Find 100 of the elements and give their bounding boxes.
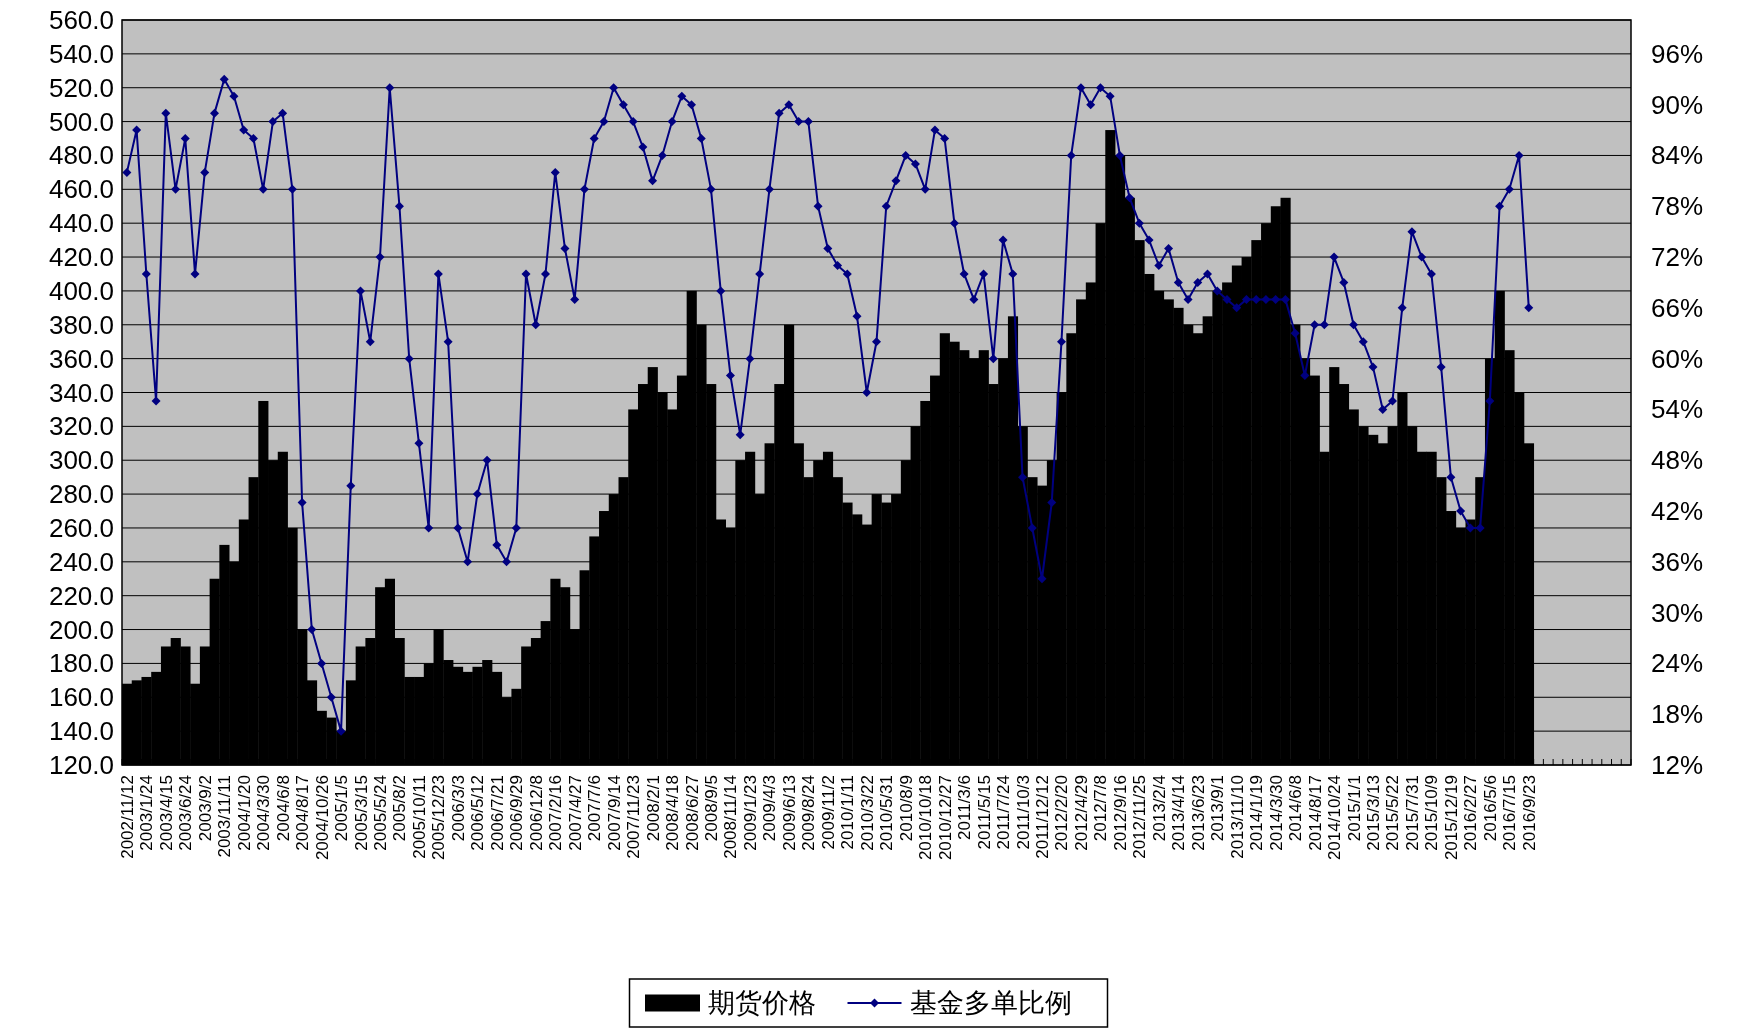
x-tick-label: 2006/9/29 <box>507 775 527 851</box>
x-tick-label: 2003/1/24 <box>137 775 157 851</box>
y2-tick-label: 36% <box>1651 546 1704 577</box>
x-tick-label: 2011/7/24 <box>994 775 1014 850</box>
x-tick-label: 2011/12/12 <box>1033 775 1052 859</box>
x-tick-label: 2009/1/23 <box>740 775 760 851</box>
x-tick-label: 2012/9/16 <box>1110 775 1130 851</box>
y2-tick-label: 54% <box>1651 394 1704 425</box>
x-tick-label: 2005/12/23 <box>429 775 449 861</box>
x-tick-label: 2004/6/8 <box>273 775 293 842</box>
x-tick-label: 2012/4/29 <box>1071 775 1091 851</box>
y2-tick-label: 24% <box>1651 648 1704 679</box>
y-tick-label: 280.0 <box>48 479 114 510</box>
y-tick-label: 200.0 <box>48 614 114 645</box>
x-tick-label: 2003/6/24 <box>176 775 196 851</box>
x-tick-label: 2013/11/10 <box>1227 775 1247 859</box>
x-tick-label: 2016/5/6 <box>1480 775 1500 842</box>
y-tick-label: 300.0 <box>48 445 114 476</box>
x-tick-label: 2016/9/23 <box>1519 775 1539 851</box>
x-tick-label: 2005/3/15 <box>351 775 371 851</box>
x-tick-label: 2009/4/3 <box>760 775 780 842</box>
y2-tick-label: 42% <box>1651 496 1704 527</box>
x-tick-label: 2010/10/18 <box>916 775 936 861</box>
x-tick-label: 2015/5/22 <box>1383 775 1403 851</box>
y-tick-label: 260.0 <box>48 512 114 543</box>
y2-tick-label: 18% <box>1651 699 1704 730</box>
y-tick-label: 140.0 <box>48 716 114 747</box>
y-tick-label: 240.0 <box>48 546 114 577</box>
x-tick-label: 2015/3/13 <box>1364 775 1384 851</box>
x-tick-label: 2007/7/6 <box>585 775 605 842</box>
y2-tick-label: 30% <box>1651 597 1704 628</box>
x-tick-label: 2015/7/31 <box>1402 775 1422 851</box>
x-tick-label: 2004/3/30 <box>254 775 274 851</box>
x-tick-label: 2009/11/2 <box>818 775 838 850</box>
y-tick-label: 220.0 <box>48 580 114 611</box>
y-tick-label: 160.0 <box>48 682 114 713</box>
x-tick-label: 2014/10/24 <box>1325 775 1345 861</box>
x-tick-label: 2004/10/26 <box>312 775 332 861</box>
y2-tick-label: 66% <box>1651 292 1704 323</box>
x-tick-label: 2016/7/15 <box>1500 775 1520 851</box>
y-tick-label: 440.0 <box>48 208 114 239</box>
x-tick-label: 2007/4/27 <box>565 775 585 851</box>
y-tick-label: 500.0 <box>48 106 114 137</box>
x-tick-label: 2011/3/6 <box>955 775 975 840</box>
x-tick-label: 2008/9/5 <box>702 775 721 842</box>
x-tick-label: 2015/1/1 <box>1344 775 1364 842</box>
x-tick-label: 2015/12/19 <box>1441 775 1461 861</box>
x-tick-label: 2005/5/24 <box>370 775 390 851</box>
x-tick-label: 2004/8/17 <box>293 775 313 851</box>
x-tick-label: 2003/9/2 <box>195 775 215 842</box>
x-tick-label: 2007/9/14 <box>604 775 624 851</box>
y-tick-label: 460.0 <box>48 174 114 205</box>
x-tick-label: 2011/5/15 <box>974 775 994 850</box>
x-tick-label: 2010/1/11 <box>838 775 858 850</box>
x-tick-label: 2014/1/19 <box>1247 775 1267 851</box>
x-tick-label: 2014/8/17 <box>1305 775 1325 851</box>
x-tick-label: 2012/2/20 <box>1052 775 1072 851</box>
x-tick-label: 2013/6/23 <box>1188 775 1208 851</box>
y-tick-label: 340.0 <box>48 377 114 408</box>
legend-label: 基金多单比例 <box>909 988 1072 1018</box>
y2-tick-label: 72% <box>1651 242 1704 273</box>
x-tick-label: 2007/2/16 <box>546 775 566 851</box>
x-tick-label: 2007/11/23 <box>624 775 644 859</box>
y2-tick-label: 96% <box>1651 38 1704 69</box>
x-tick-label: 2006/3/3 <box>448 775 468 842</box>
x-tick-label: 2013/9/1 <box>1208 775 1228 842</box>
y-tick-label: 420.0 <box>48 242 114 273</box>
x-tick-label: 2005/10/11 <box>409 775 429 859</box>
x-tick-label: 2006/7/21 <box>487 775 507 851</box>
x-tick-label: 2010/8/9 <box>896 775 916 842</box>
x-tick-label: 2003/4/15 <box>156 775 176 851</box>
y-tick-label: 540.0 <box>48 38 114 69</box>
x-tick-label: 2010/12/27 <box>935 775 955 861</box>
x-tick-label: 2003/11/11 <box>215 775 235 858</box>
y-tick-label: 400.0 <box>48 275 114 306</box>
x-tick-label: 2006/12/8 <box>526 775 546 851</box>
x-tick-label: 2005/8/2 <box>390 775 410 842</box>
y-tick-label: 120.0 <box>48 750 114 780</box>
y2-tick-label: 12% <box>1651 750 1704 780</box>
y-tick-label: 320.0 <box>48 411 114 442</box>
x-tick-label: 2014/3/30 <box>1266 775 1286 851</box>
y2-tick-label: 60% <box>1651 343 1704 374</box>
x-tick-label: 2013/2/4 <box>1149 775 1169 842</box>
x-tick-label: 2014/6/8 <box>1286 775 1306 842</box>
x-tick-label: 2008/4/18 <box>663 775 683 851</box>
y-tick-label: 380.0 <box>48 309 114 340</box>
x-tick-label: 2015/10/9 <box>1422 775 1442 851</box>
y-tick-label: 180.0 <box>48 648 114 679</box>
x-tick-label: 2010/5/31 <box>877 775 897 851</box>
x-tick-label: 2012/7/8 <box>1091 775 1111 842</box>
y2-tick-label: 48% <box>1651 445 1704 476</box>
x-tick-label: 2009/6/13 <box>779 775 799 851</box>
x-tick-label: 2002/11/12 <box>117 775 137 859</box>
y2-tick-label: 78% <box>1651 191 1704 222</box>
x-tick-label: 2005/1/5 <box>332 775 352 842</box>
y-tick-label: 520.0 <box>48 72 114 103</box>
y2-tick-label: 90% <box>1651 89 1704 120</box>
x-tick-label: 2008/2/1 <box>643 775 663 842</box>
x-tick-label: 2006/5/12 <box>468 775 488 851</box>
x-tick-label: 2012/11/25 <box>1130 775 1150 859</box>
